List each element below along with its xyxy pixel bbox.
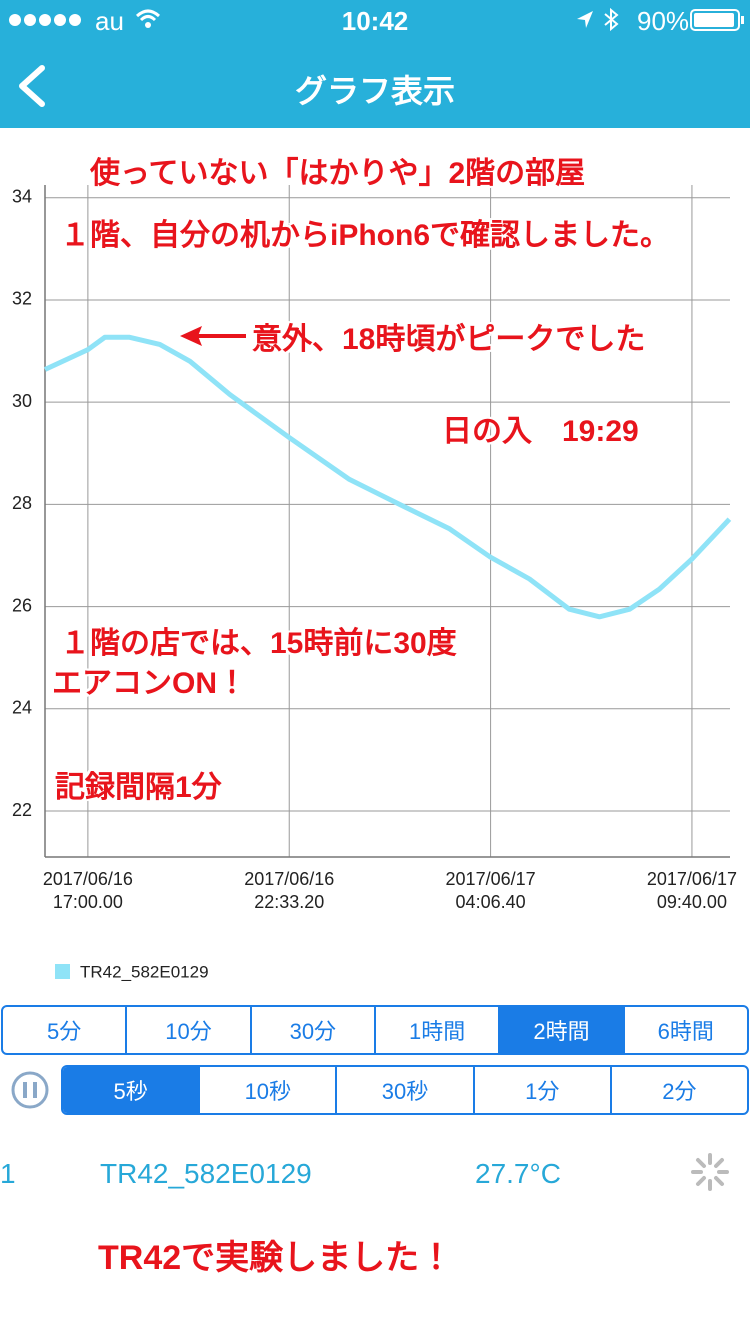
range-button[interactable]: 1時間: [373, 1007, 498, 1053]
annotation: 使っていない「はかりや」2階の部屋: [90, 157, 586, 190]
x-tick-label: 22:33.20: [254, 892, 324, 912]
interval-button[interactable]: 2分: [609, 1067, 747, 1113]
range-button[interactable]: 5分: [47, 1019, 82, 1044]
data-line: [43, 334, 732, 620]
signal-icon: [9, 14, 81, 26]
y-tick-label: 22: [12, 800, 32, 820]
row-value: 27.7°C: [475, 1158, 561, 1189]
range-button[interactable]: 6時間: [622, 1007, 747, 1053]
footer-note: TR42で実験しました！: [98, 1239, 454, 1277]
y-tick-label: 24: [12, 698, 32, 718]
legend-swatch: [55, 964, 70, 979]
x-tick-label: 2017/06/16: [43, 869, 133, 889]
battery-icon: [690, 9, 744, 31]
carrier: au: [95, 6, 124, 36]
pause-button[interactable]: [10, 1070, 52, 1112]
x-tick-label: 17:00.00: [53, 892, 123, 912]
interval-button[interactable]: 1分: [472, 1067, 610, 1113]
battery-percent: 90%: [637, 6, 690, 36]
range-control: 5分 10分 30分 1時間 2時間 6時間: [1, 1005, 749, 1055]
interval-button[interactable]: 10秒: [198, 1067, 335, 1113]
range-button[interactable]: 30分: [249, 1007, 374, 1053]
annotation-arrow: [180, 326, 246, 346]
y-tick-label: 26: [12, 595, 32, 615]
annotation: １階の店では、15時前に30度: [60, 627, 457, 660]
y-tick-label: 30: [12, 391, 32, 411]
y-tick-label: 34: [12, 187, 32, 207]
x-tick-label: 04:06.40: [456, 892, 526, 912]
annotation: エアコンON！: [52, 667, 247, 700]
nav-bar: グラフ表示: [0, 40, 750, 128]
y-tick-label: 32: [12, 289, 32, 309]
annotation: 日の入 19:29: [442, 415, 639, 448]
loading-spinner: [691, 1153, 729, 1191]
status-bar: au 10:42 90%: [0, 0, 750, 40]
y-tick-label: 28: [12, 493, 32, 513]
interval-button[interactable]: 5秒: [63, 1067, 199, 1113]
range-button[interactable]: 2時間: [498, 1007, 623, 1053]
wifi-icon: [135, 9, 161, 28]
location-bluetooth-icons: [577, 8, 619, 32]
legend-label: TR42_582E0129: [80, 962, 209, 981]
row-index: 1: [0, 1158, 16, 1189]
range-button[interactable]: 10分: [125, 1007, 249, 1053]
x-tick-label: 2017/06/17: [647, 869, 737, 889]
x-tick-label: 2017/06/16: [244, 869, 334, 889]
interval-button[interactable]: 30秒: [335, 1067, 472, 1113]
back-button[interactable]: [14, 64, 48, 108]
row-device: TR42_582E0129: [100, 1158, 312, 1189]
interval-control: 5秒 10秒 30秒 1分 2分: [61, 1065, 749, 1115]
annotation: 意外、18時頃がピークでした: [252, 323, 646, 356]
chart: 22 24 26 28 30 32 34 2017/06/16 17:00.00 2017/06/…: [12, 185, 737, 981]
annotation: １階、自分の机からiPhon6で確認しました。: [60, 219, 671, 252]
x-tick-label: 09:40.00: [657, 892, 727, 912]
clock: 10:42: [341, 6, 409, 36]
x-tick-label: 2017/06/17: [446, 869, 536, 889]
nav-title: グラフ表示: [294, 73, 455, 109]
annotation: 記録間隔1分: [55, 771, 222, 804]
